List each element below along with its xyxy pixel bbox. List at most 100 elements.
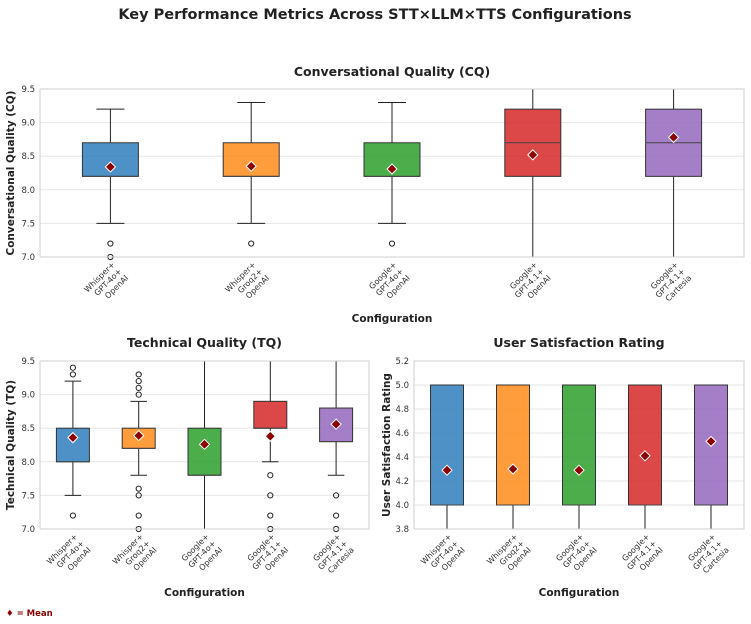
outlier-point bbox=[69, 371, 77, 378]
box-iqr bbox=[187, 427, 222, 476]
x-tick-label: Whisper+Groq2+OpenAI bbox=[111, 532, 159, 580]
x-tick-label: Google+GPT-4.1+OpenAI bbox=[506, 260, 552, 306]
figure-title: Key Performance Metrics Across STT×LLM×T… bbox=[118, 7, 631, 23]
box-4 bbox=[628, 384, 662, 530]
x-tick-label: Google+GPT-4.1+Cartesia bbox=[685, 532, 731, 578]
x-tick-label: Whisper+Groq2+OpenAI bbox=[485, 532, 533, 580]
y-axis-label: Conversational Quality (CQ) bbox=[5, 91, 17, 256]
mean-marker bbox=[667, 131, 680, 144]
x-tick-label: Google+GPT-4.1+OpenAI bbox=[619, 532, 665, 578]
outlier-point bbox=[267, 472, 274, 479]
x-tick-label: Google+GPT-4o+OpenAI bbox=[367, 260, 411, 304]
outlier-point bbox=[267, 492, 274, 499]
box-5 bbox=[645, 88, 703, 258]
box-3 bbox=[562, 384, 596, 530]
mean-legend-note: ♦ = Mean bbox=[6, 609, 53, 619]
outlier-point bbox=[135, 378, 142, 385]
mean-marker bbox=[330, 418, 342, 430]
x-tick-label: Google+GPT-4.1+OpenAI bbox=[244, 532, 290, 578]
outlier-point bbox=[135, 371, 142, 378]
box-iqr bbox=[253, 400, 288, 429]
outlier-point bbox=[267, 512, 274, 519]
mean-marker bbox=[573, 464, 585, 476]
plot-frame bbox=[413, 360, 745, 530]
mean-marker bbox=[67, 431, 79, 444]
outlier-point bbox=[135, 485, 142, 492]
box-2 bbox=[121, 371, 156, 533]
x-tick-label: Google+GPT-4o+OpenAI bbox=[180, 532, 224, 576]
box-iqr bbox=[496, 384, 530, 506]
box-iqr bbox=[628, 384, 662, 506]
box-5 bbox=[319, 360, 354, 533]
y-tick-label: 9.0 bbox=[21, 119, 35, 129]
y-tick-label: 7.5 bbox=[21, 491, 35, 501]
x-axis-label: Configuration bbox=[164, 587, 245, 599]
mean-marker bbox=[264, 430, 277, 442]
chart-cq: 7.0 7.5 8.0 8.5 9.0 9.5 Whisper+GPT-4o+OpenAI W… bbox=[5, 64, 745, 325]
y-axis-label: User Satisfaction Rating bbox=[381, 373, 393, 517]
plot-frame bbox=[39, 360, 370, 530]
box-1 bbox=[55, 364, 90, 519]
plot-frame bbox=[39, 88, 745, 258]
y-tick-label: 5.2 bbox=[395, 357, 409, 367]
y-tick-label: 4.6 bbox=[395, 429, 409, 439]
box-3 bbox=[187, 360, 222, 530]
x-axis-label: Configuration bbox=[539, 587, 620, 599]
chart-title: Technical Quality (TQ) bbox=[127, 335, 282, 350]
x-tick-label: Whisper+GPT-4o+OpenAI bbox=[419, 532, 467, 580]
chart-tq: 7.0 7.5 8.0 8.5 9.0 9.5 Whisper+GPT-4o+OpenAI W… bbox=[5, 335, 370, 599]
mean-marker bbox=[441, 464, 453, 476]
box-1 bbox=[81, 108, 139, 261]
box-2 bbox=[222, 101, 280, 247]
chart-title: User Satisfaction Rating bbox=[493, 335, 664, 350]
chart-us: 3.8 4.0 4.2 4.4 4.6 4.8 5.0 5.2 Whisper+GPT-4o+O… bbox=[381, 335, 745, 599]
x-tick-label: Google+GPT-4.1+Cartesia bbox=[310, 532, 356, 578]
x-tick-label: Google+GPT-4o+OpenAI bbox=[554, 532, 598, 576]
mean-marker bbox=[527, 149, 539, 161]
mean-marker bbox=[245, 160, 257, 172]
y-tick-label: 7.0 bbox=[21, 253, 35, 263]
outlier-point bbox=[107, 240, 114, 247]
mean-marker bbox=[705, 435, 717, 448]
x-axis-label: Configuration bbox=[352, 313, 433, 325]
box-4 bbox=[504, 88, 562, 258]
y-axis-label: Technical Quality (TQ) bbox=[5, 380, 17, 510]
outlier-point bbox=[135, 512, 142, 519]
y-tick-label: 9.0 bbox=[21, 391, 35, 401]
box-5 bbox=[694, 384, 728, 530]
y-tick-label: 8.0 bbox=[21, 186, 35, 196]
outlier-point bbox=[135, 492, 142, 499]
y-tick-label: 7.0 bbox=[21, 525, 35, 535]
y-tick-label: 4.0 bbox=[395, 501, 409, 511]
panels: 7.0 7.5 8.0 8.5 9.0 9.5 Whisper+GPT-4o+OpenAI W… bbox=[5, 64, 745, 599]
y-tick-label: 8.0 bbox=[21, 458, 35, 468]
box-2 bbox=[496, 384, 530, 530]
mean-marker bbox=[198, 438, 211, 451]
y-tick-label: 7.5 bbox=[21, 219, 35, 229]
outlier-point bbox=[135, 391, 142, 398]
mean-marker bbox=[507, 463, 519, 475]
y-tick-label: 4.8 bbox=[395, 405, 409, 415]
box-4 bbox=[253, 360, 288, 533]
outlier-point bbox=[248, 240, 255, 247]
outlier-point bbox=[388, 240, 396, 247]
outlier-point bbox=[135, 384, 142, 391]
mean-marker bbox=[639, 450, 651, 462]
chart-title: Conversational Quality (CQ) bbox=[294, 64, 490, 79]
x-tick-label: Whisper+Groq2+OpenAI bbox=[223, 260, 271, 308]
y-tick-label: 8.5 bbox=[21, 152, 35, 162]
y-tick-label: 5.0 bbox=[395, 381, 409, 391]
x-tick-label: Google+GPT-4.1+Cartesia bbox=[647, 260, 693, 306]
x-tick-label: Whisper+GPT-4o+OpenAI bbox=[45, 532, 93, 580]
box-1 bbox=[430, 384, 464, 530]
box-iqr bbox=[562, 384, 596, 506]
mean-marker bbox=[386, 163, 398, 175]
y-tick-label: 4.4 bbox=[395, 453, 409, 463]
y-tick-label: 9.5 bbox=[21, 85, 35, 95]
mean-marker bbox=[132, 429, 145, 442]
outlier-point bbox=[333, 492, 340, 499]
y-tick-label: 8.5 bbox=[21, 424, 35, 434]
mean-marker bbox=[104, 161, 117, 173]
y-tick-label: 3.8 bbox=[395, 525, 409, 535]
